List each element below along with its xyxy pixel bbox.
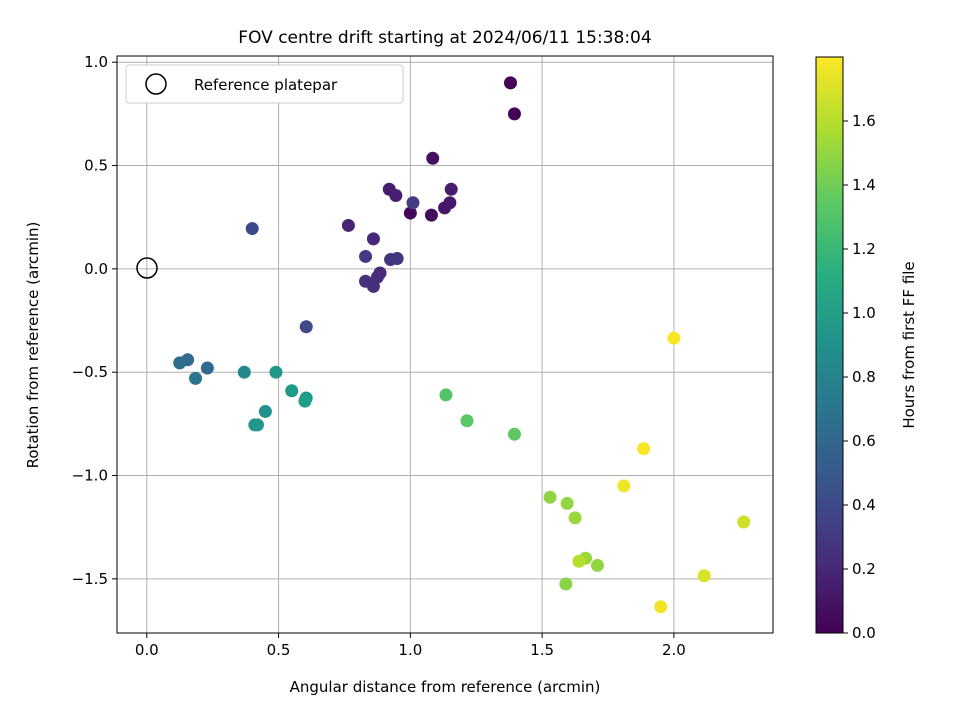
y-axis-label: Rotation from reference (arcmin) <box>24 222 42 469</box>
data-point <box>654 600 668 614</box>
data-point <box>559 577 573 591</box>
data-point <box>560 496 574 510</box>
data-point <box>406 196 420 210</box>
data-point <box>341 218 355 232</box>
y-tick-label: −0.5 <box>72 363 108 381</box>
data-point <box>426 151 440 165</box>
data-point <box>507 107 521 121</box>
data-point <box>439 388 453 402</box>
data-point <box>366 279 380 293</box>
data-point <box>390 252 404 266</box>
data-point <box>590 558 604 572</box>
data-point <box>245 222 259 236</box>
data-point <box>667 331 681 345</box>
data-point <box>403 206 417 220</box>
x-tick-label: 1.5 <box>530 641 554 659</box>
x-tick-label: 0.0 <box>135 641 159 659</box>
colorbar-tick-label: 0.8 <box>852 368 876 386</box>
data-point <box>285 384 299 398</box>
colorbar-tick-label: 0.6 <box>852 432 876 450</box>
data-point <box>443 196 457 210</box>
colorbar-label: Hours from first FF file <box>900 261 918 428</box>
data-point <box>572 554 586 568</box>
data-point <box>617 479 631 493</box>
data-point <box>258 404 272 418</box>
data-point <box>359 249 373 263</box>
x-tick-label: 1.0 <box>398 641 422 659</box>
data-point <box>173 356 187 370</box>
data-point <box>503 76 517 90</box>
plot-frame <box>116 55 774 634</box>
y-tick-label: −1.0 <box>72 467 108 485</box>
data-point <box>298 394 312 408</box>
data-point <box>637 442 651 456</box>
y-tick-label: 1.0 <box>84 53 108 71</box>
colorbar-tick-label: 0.0 <box>852 624 876 642</box>
data-point <box>697 569 711 583</box>
legend-label: Reference platepar <box>194 76 338 94</box>
data-point <box>189 371 203 385</box>
colorbar-ticks: 0.0 0.2 0.4 0.6 0.8 1.0 1.2 1.4 1.6 <box>843 112 876 642</box>
data-point <box>568 511 582 525</box>
colorbar-tick-label: 1.4 <box>852 176 876 194</box>
chart-title: FOV centre drift starting at 2024/06/11 … <box>238 28 651 48</box>
y-tick-label: 0.5 <box>84 157 108 175</box>
data-point <box>237 365 251 379</box>
colorbar-tick-label: 1.0 <box>852 304 876 322</box>
colorbar-tick-label: 0.2 <box>852 560 876 578</box>
y-tick-label: −1.5 <box>72 570 108 588</box>
reference-point-marker <box>136 257 158 279</box>
colorbar-tick-label: 1.2 <box>852 240 876 258</box>
y-tick-label: 0.0 <box>84 260 108 278</box>
data-point <box>444 182 458 196</box>
data-point <box>737 515 751 529</box>
colorbar-tick-label: 0.4 <box>852 496 876 514</box>
data-point <box>200 361 214 375</box>
colorbar-tick-label: 1.6 <box>852 112 876 130</box>
colorbar-gradient <box>815 56 844 634</box>
x-tick-label: 2.0 <box>662 641 686 659</box>
data-point <box>366 232 380 246</box>
data-point <box>460 414 474 428</box>
data-point <box>250 418 264 432</box>
data-point <box>507 427 521 441</box>
legend: Reference platepar <box>125 64 404 104</box>
y-axis-ticks: −1.5 −1.0 −0.5 0.0 0.5 1.0 <box>72 53 117 588</box>
x-tick-label: 0.5 <box>267 641 291 659</box>
data-points <box>173 76 751 614</box>
data-point <box>424 208 438 222</box>
legend-box <box>125 64 404 104</box>
colorbar: 0.0 0.2 0.4 0.6 0.8 1.0 1.2 1.4 1.6 Hours from f… <box>815 56 918 642</box>
data-point <box>543 490 557 504</box>
x-axis-label: Angular distance from reference (arcmin) <box>290 678 601 696</box>
data-point <box>389 188 403 202</box>
x-axis-ticks: 0.0 0.5 1.0 1.5 2.0 <box>135 633 686 659</box>
data-point <box>269 365 283 379</box>
data-point <box>299 320 313 334</box>
legend-marker <box>145 73 167 95</box>
